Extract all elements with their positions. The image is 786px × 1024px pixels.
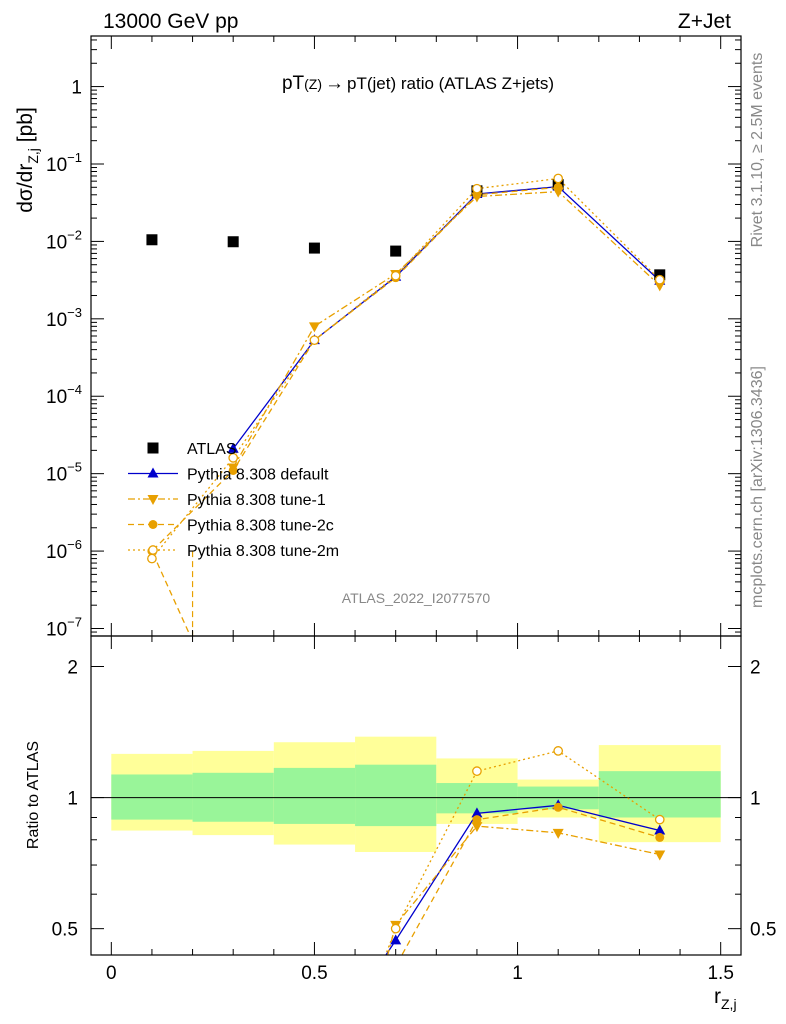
x-tick-label: 0: [106, 963, 117, 984]
data-point: [553, 802, 563, 812]
ylabel-sub: Z,j: [25, 148, 41, 164]
legend-label: Pythia 8.308 tune-1: [187, 492, 326, 509]
data-point: [471, 822, 483, 833]
legend-label: ATLAS: [187, 441, 237, 458]
legend-label: Pythia 8.308 tune-2m: [187, 543, 339, 560]
data-point: [390, 923, 401, 934]
frame-bottom: [90, 635, 742, 956]
y-tick-label: 10−2: [46, 227, 82, 253]
title-arrow: →: [325, 73, 344, 94]
x-axis-label: rZ,j: [714, 985, 737, 1012]
y-tick-label: 10−7: [46, 614, 82, 640]
y-tick-label: 2: [67, 657, 78, 678]
series-line: [384, 750, 661, 955]
xlabel-sub: Z,j: [721, 996, 737, 1012]
data-point: [147, 553, 157, 564]
data-point: [654, 281, 666, 292]
series-lines-top: [151, 177, 661, 636]
main-panel: 10−7 10−6 10−5 10−4 10−3 10−2 10−1 1: [46, 35, 742, 640]
rivet-info: Rivet 3.1.10, ≥ 2.5M events: [749, 53, 766, 248]
data-point: [390, 270, 401, 281]
series-line: [232, 190, 661, 468]
legend-marker: [147, 495, 159, 505]
ratio-panel: 0.5 0.5 1 1 2 2 0 0.5 1 1.5: [52, 635, 776, 984]
uncertainty-band-inner: [111, 774, 193, 820]
analysis-watermark: ATLAS_2022_I2077570: [342, 590, 491, 606]
legend-marker: [148, 520, 158, 529]
series-line: [151, 186, 559, 636]
y-tick-label: 10−3: [46, 305, 82, 331]
uncertainty-band-inner: [598, 771, 721, 818]
data-point: [654, 814, 665, 825]
data-point: [553, 746, 564, 756]
y-tick-label: 2: [750, 657, 761, 678]
uncertainty-band-inner: [273, 767, 356, 824]
uncertainty-band-inner: [355, 764, 437, 827]
series-lines-bottom: [384, 746, 666, 955]
data-point: [227, 236, 239, 248]
y-tick-label: 1: [67, 789, 78, 810]
data-point: [553, 173, 564, 184]
data-point: [655, 832, 665, 842]
y-axis-label-top: dσ/drZ,j [pb]: [14, 107, 41, 213]
data-point: [227, 442, 239, 453]
data-point: [553, 182, 563, 192]
y-tick-label: 10−6: [46, 537, 82, 563]
y-tick-label: 10−5: [46, 460, 82, 486]
y-axis-label-bottom: Ratio to ATLAS: [25, 741, 42, 849]
data-point: [146, 234, 158, 246]
data-point: [472, 815, 482, 825]
data-point: [228, 453, 239, 463]
chart-title: pT(Z) → pT(jet) ratio (ATLAS Z+jets): [282, 73, 554, 94]
data-point: [228, 465, 238, 475]
y-tick-label: 10−1: [46, 150, 82, 176]
y-tick-label: 1: [750, 789, 761, 810]
title-rest: pT(jet) ratio (ATLAS Z+jets): [347, 74, 554, 93]
data-point: [552, 828, 564, 839]
x-tick-label: 1: [512, 963, 523, 984]
data-point: [308, 242, 320, 254]
legend-marker: [148, 545, 158, 555]
title-sub: (Z): [304, 76, 322, 92]
y-tick-label: 0.5: [750, 920, 776, 941]
x-tick-label: 0.5: [301, 963, 327, 984]
legend-label: Pythia 8.308 tune-2c: [187, 518, 334, 535]
data-point: [390, 245, 402, 257]
x-tick-label: 1.5: [707, 963, 733, 984]
mcplots-info: mcplots.cern.ch [arXiv:1306.3436]: [749, 366, 766, 608]
data-point: [309, 335, 320, 346]
data-point: [471, 807, 483, 818]
data-point: [390, 934, 402, 945]
xlabel-main: r: [714, 985, 721, 1008]
data-point: [308, 322, 320, 333]
data-point: [472, 766, 482, 777]
data-point: [654, 850, 666, 861]
data-point: [654, 824, 666, 835]
legend: ATLAS Pythia 8.308 default Pythia 8.308 tu…: [128, 441, 339, 560]
ylabel-unit: [pb]: [14, 107, 37, 148]
process-label: Z+Jet: [678, 10, 731, 33]
energy-label: 13000 GeV pp: [103, 10, 238, 33]
data-point: [654, 274, 665, 285]
y-tick-label: 0.5: [52, 920, 78, 941]
legend-marker: [147, 467, 159, 478]
ylabel-main: dσ/dr: [14, 164, 37, 213]
legend-label: Pythia 8.308 default: [187, 467, 329, 484]
title-prefix: pT: [282, 73, 305, 94]
y-tick-label: 10−4: [46, 382, 82, 408]
legend-marker: [147, 442, 159, 454]
data-point: [472, 183, 482, 194]
y-tick-label: 1: [71, 78, 82, 99]
